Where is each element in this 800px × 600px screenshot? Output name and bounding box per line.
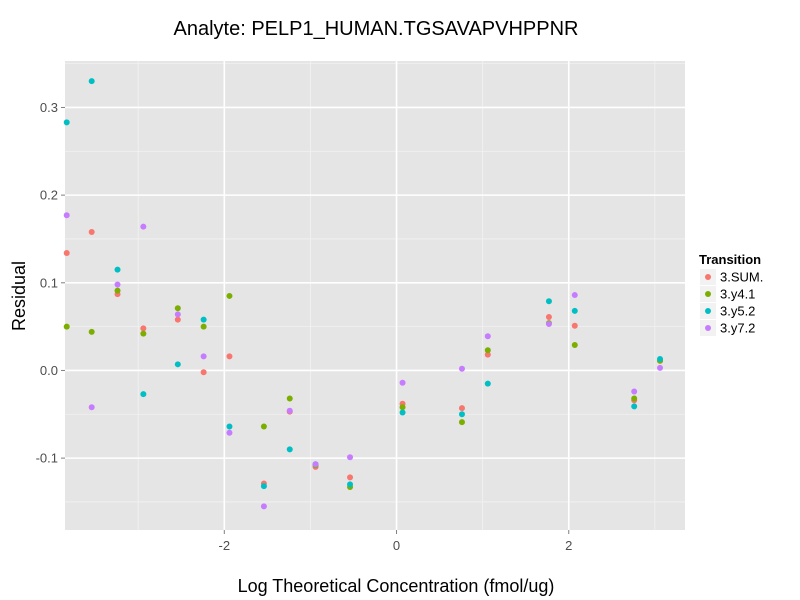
- data-point: [174, 311, 181, 318]
- data-point: [458, 405, 465, 412]
- x-tick-label: 2: [565, 538, 572, 553]
- data-point: [140, 391, 147, 398]
- data-point: [114, 281, 121, 288]
- data-point: [260, 503, 267, 510]
- data-point: [260, 423, 267, 430]
- data-point: [286, 395, 293, 402]
- y-tick-label: 0.2: [40, 188, 58, 203]
- data-points: [63, 78, 664, 510]
- data-point: [545, 298, 552, 305]
- legend-item: 3.y5.2: [700, 303, 755, 319]
- grid-minor: [65, 61, 685, 530]
- series-3: [63, 212, 664, 510]
- legend-item: 3.SUM.: [700, 269, 763, 285]
- data-point: [226, 429, 233, 436]
- data-point: [88, 404, 95, 411]
- data-point: [657, 364, 664, 371]
- series-2: [63, 78, 664, 490]
- legend-title: Transition: [699, 252, 761, 267]
- x-axis-title: Log Theoretical Concentration (fmol/ug): [238, 576, 555, 596]
- data-point: [312, 461, 319, 468]
- legend-label: 3.SUM.: [720, 270, 763, 285]
- data-point: [200, 316, 207, 323]
- data-point: [399, 379, 406, 386]
- data-point: [484, 347, 491, 354]
- data-point: [260, 483, 267, 490]
- data-point: [484, 380, 491, 387]
- data-point: [458, 419, 465, 426]
- legend-label: 3.y7.2: [720, 321, 755, 336]
- data-point: [63, 119, 70, 126]
- legend-swatch: [705, 325, 711, 331]
- grid-major: [65, 61, 685, 530]
- data-point: [399, 409, 406, 416]
- data-point: [140, 325, 147, 332]
- data-point: [114, 287, 121, 294]
- data-point: [140, 330, 147, 337]
- data-point: [226, 423, 233, 430]
- y-tick-label: 0.0: [40, 363, 58, 378]
- data-point: [286, 407, 293, 414]
- y-tick-label: -0.1: [36, 451, 58, 466]
- y-tick-label: 0.3: [40, 100, 58, 115]
- data-point: [545, 320, 552, 327]
- y-axis-title: Residual: [9, 261, 29, 331]
- data-point: [88, 328, 95, 335]
- data-point: [347, 481, 354, 488]
- data-point: [571, 322, 578, 329]
- legend-item: 3.y7.2: [700, 320, 755, 336]
- legend-swatch: [705, 274, 711, 280]
- data-point: [484, 333, 491, 340]
- data-point: [226, 292, 233, 299]
- data-point: [631, 403, 638, 410]
- x-axis: -2 0 2: [219, 530, 572, 553]
- data-point: [545, 313, 552, 320]
- data-point: [458, 411, 465, 418]
- x-tick-label: -2: [219, 538, 231, 553]
- data-point: [63, 323, 70, 330]
- data-point: [174, 361, 181, 368]
- y-tick-label: 0.1: [40, 275, 58, 290]
- data-point: [399, 404, 406, 411]
- data-point: [484, 351, 491, 358]
- data-point: [174, 316, 181, 323]
- legend-label: 3.y5.2: [720, 304, 755, 319]
- data-point: [174, 305, 181, 312]
- data-point: [458, 365, 465, 372]
- data-point: [631, 388, 638, 395]
- data-point: [200, 353, 207, 360]
- data-point: [226, 353, 233, 360]
- data-point: [657, 356, 664, 363]
- legend-swatch: [705, 291, 711, 297]
- data-point: [88, 78, 95, 85]
- data-point: [200, 323, 207, 330]
- y-axis: -0.1 0.0 0.1 0.2 0.3: [36, 100, 65, 466]
- data-point: [347, 454, 354, 461]
- chart-title: Analyte: PELP1_HUMAN.TGSAVAPVHPPNR: [174, 18, 579, 40]
- data-point: [63, 212, 70, 219]
- legend-item: 3.y4.1: [700, 286, 755, 302]
- data-point: [63, 249, 70, 256]
- data-point: [140, 223, 147, 230]
- data-point: [88, 228, 95, 235]
- data-point: [200, 369, 207, 376]
- legend-items: 3.SUM. 3.y4.1 3.y5.2 3.y7.2: [700, 269, 763, 336]
- data-point: [286, 446, 293, 453]
- data-point: [114, 266, 121, 273]
- legend-label: 3.y4.1: [720, 287, 755, 302]
- data-point: [631, 395, 638, 402]
- x-tick-label: 0: [393, 538, 400, 553]
- legend: Transition 3.SUM. 3.y4.1 3.y5.2 3.y7.2: [699, 252, 763, 336]
- data-point: [571, 342, 578, 349]
- data-point: [571, 292, 578, 299]
- data-point: [571, 307, 578, 314]
- legend-swatch: [705, 308, 711, 314]
- plot-panel: [65, 61, 685, 530]
- data-point: [347, 474, 354, 481]
